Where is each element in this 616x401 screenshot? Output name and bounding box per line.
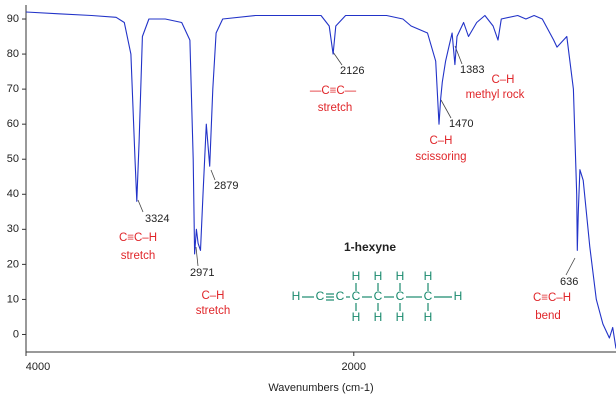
atom: H <box>396 310 405 324</box>
annotation: —C≡C— <box>310 85 357 97</box>
annotation: C–H <box>429 135 452 147</box>
y-tick-label: 30 <box>7 223 19 235</box>
annotation: stretch <box>318 102 353 114</box>
peak-label: 2971 <box>190 267 214 279</box>
annotation: methyl rock <box>466 89 525 101</box>
y-tick-label: 0 <box>13 328 19 340</box>
atom: C <box>352 289 361 303</box>
compound-name: 1-hexyne <box>344 240 396 254</box>
annotation: C–H <box>201 290 224 302</box>
peak-label: 1383 <box>460 64 484 76</box>
atom: H <box>424 310 433 324</box>
spectrum-line <box>25 11 616 349</box>
structure-bonds <box>302 283 452 311</box>
atom: H <box>454 289 463 303</box>
x-tick-label: 4000 <box>26 361 50 373</box>
atom: H <box>424 269 433 283</box>
annotation: C≡C–H <box>533 292 571 304</box>
atom: H <box>352 310 361 324</box>
x-tick-label: 2000 <box>342 361 366 373</box>
atom: H <box>292 289 301 303</box>
atom: C <box>374 289 383 303</box>
atom: H <box>396 269 405 283</box>
structure: H C C C C C C HH H H HH H H H <box>292 269 463 324</box>
annotation: stretch <box>121 250 156 262</box>
atom: C <box>316 289 325 303</box>
y-tick-label: 70 <box>7 83 19 95</box>
atom: C <box>336 289 345 303</box>
peak-label: 1470 <box>449 118 473 130</box>
atom: H <box>352 269 361 283</box>
y-tick-label: 10 <box>7 293 19 305</box>
y-tick-label: 90 <box>7 13 19 25</box>
y-tick-label: 80 <box>7 48 19 60</box>
annotation: bend <box>535 310 561 322</box>
peak-label: 2126 <box>340 65 364 77</box>
peak-label: 3324 <box>145 213 169 225</box>
y-tick-label: 40 <box>7 188 19 200</box>
y-tick-label: 60 <box>7 118 19 130</box>
peak-label: 636 <box>560 276 578 288</box>
annotation: stretch <box>196 305 231 317</box>
annotation: C≡C–H <box>119 232 157 244</box>
atom: H <box>374 269 383 283</box>
annotation: C–H <box>491 74 514 86</box>
peak-label: 2879 <box>214 180 238 192</box>
y-tick-label: 50 <box>7 153 19 165</box>
atom: C <box>396 289 405 303</box>
atom: H <box>374 310 383 324</box>
y-tick-label: 20 <box>7 258 19 270</box>
annotation: scissoring <box>415 151 466 163</box>
atom: C <box>424 289 433 303</box>
x-axis-label: Wavenumbers (cm-1) <box>268 382 373 394</box>
